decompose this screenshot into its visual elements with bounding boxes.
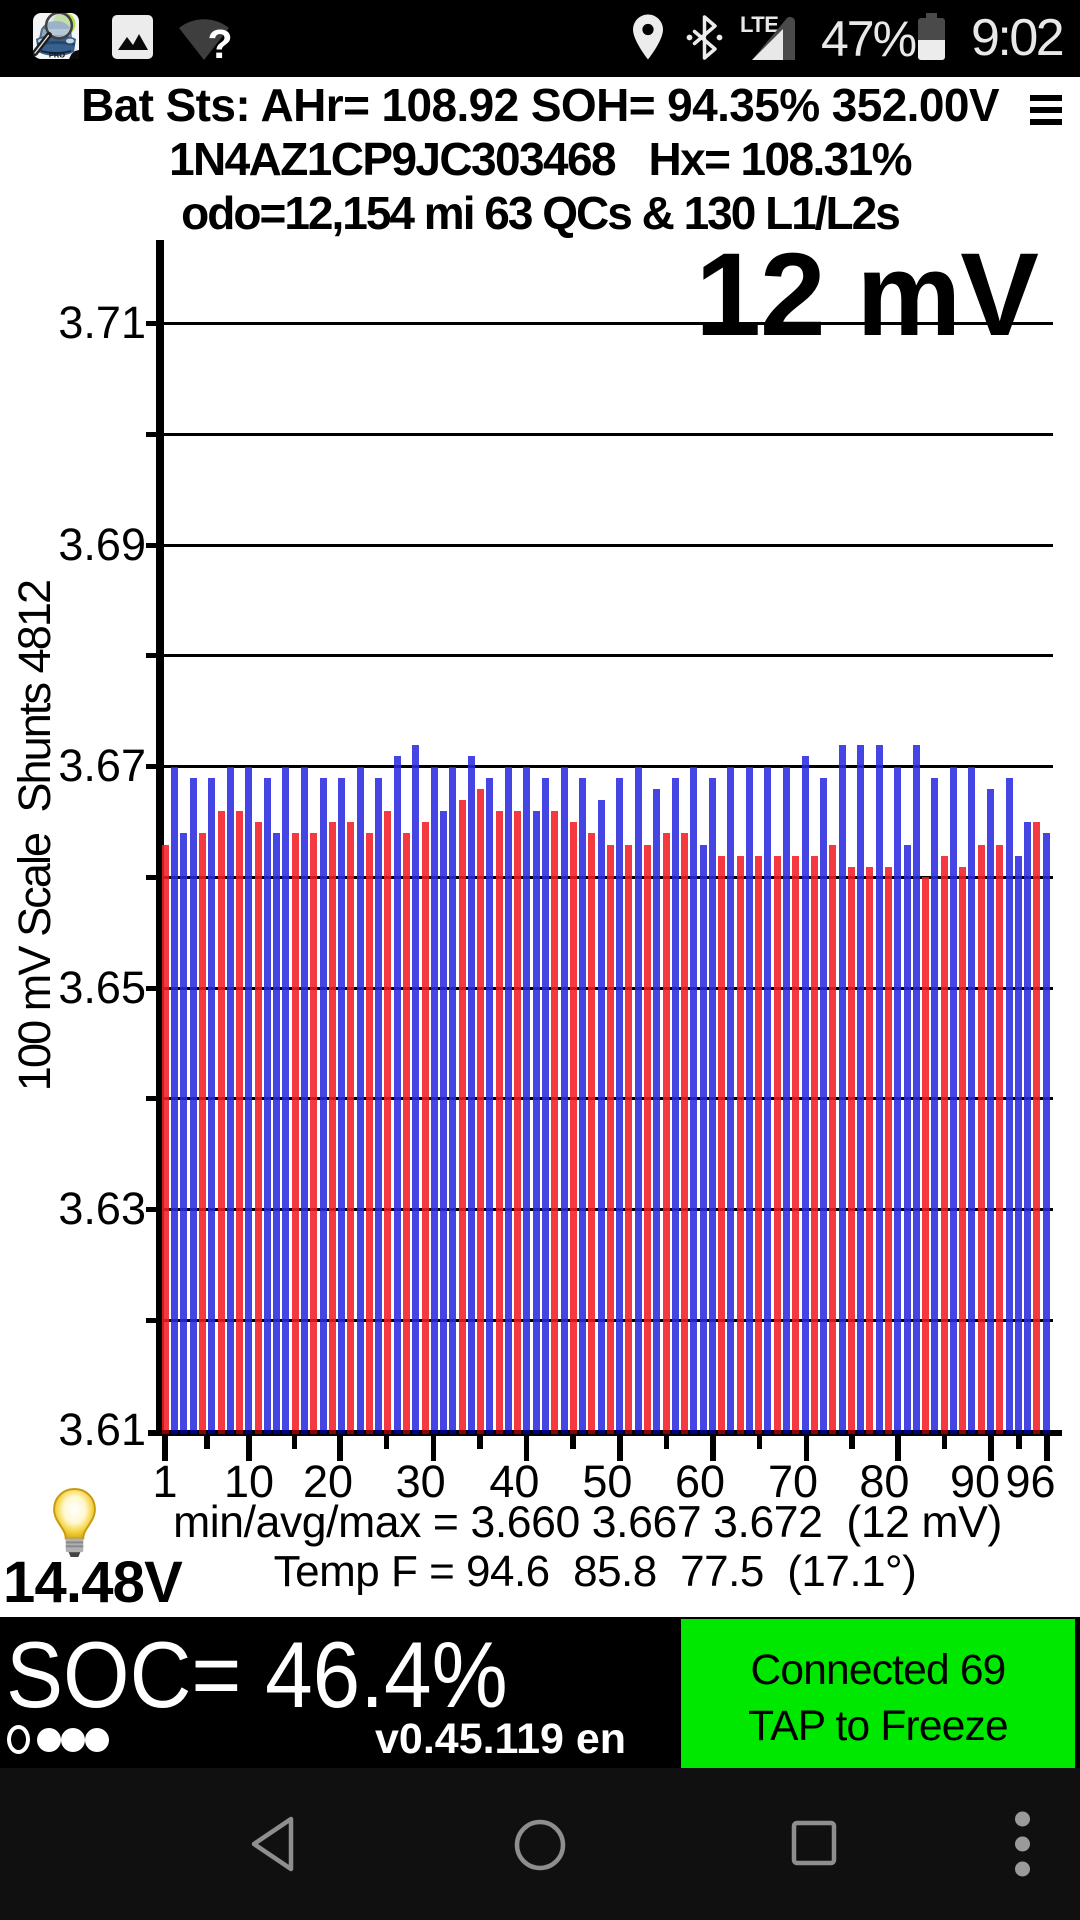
svg-text:PRO: PRO bbox=[49, 51, 65, 60]
svg-text:?: ? bbox=[207, 21, 232, 61]
